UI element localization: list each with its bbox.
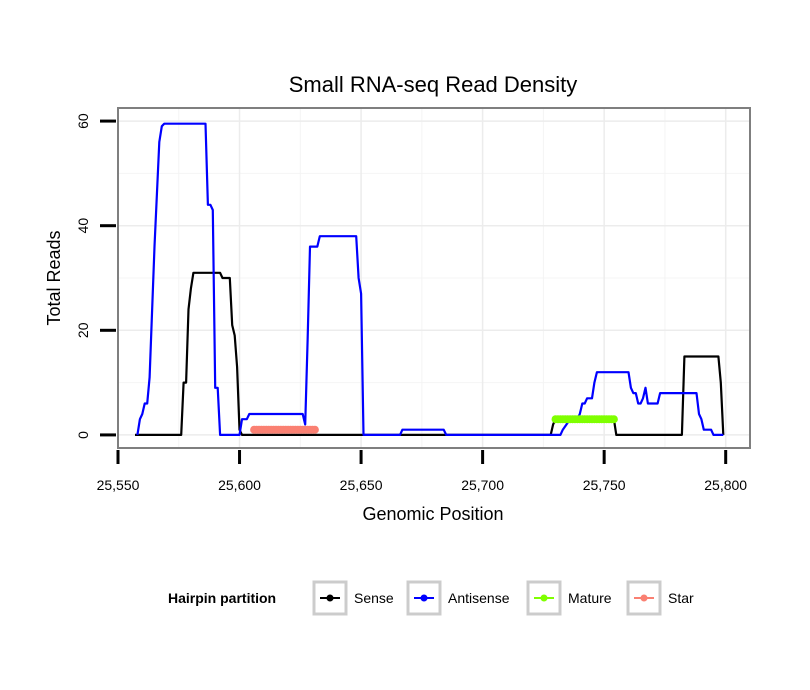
legend-label-sense: Sense bbox=[354, 590, 394, 606]
legend: Hairpin partition Sense Antisense Mature St… bbox=[168, 580, 694, 616]
x-tick-label: 25,800 bbox=[704, 477, 747, 493]
legend-key-antisense-dot bbox=[420, 594, 428, 602]
legend-key-star-dot bbox=[640, 594, 648, 602]
x-tick-label: 25,700 bbox=[461, 477, 504, 493]
x-tick-label: 25,600 bbox=[218, 477, 261, 493]
y-axis: 0 20 40 60 bbox=[75, 113, 116, 439]
plot-panel bbox=[117, 107, 751, 449]
y-tick-label: 0 bbox=[75, 431, 91, 439]
x-axis-title: Genomic Position bbox=[362, 504, 503, 524]
y-tick-label: 40 bbox=[75, 218, 91, 234]
chart-title: Small RNA-seq Read Density bbox=[289, 72, 578, 97]
grid bbox=[117, 108, 750, 448]
legend-label-antisense: Antisense bbox=[448, 590, 510, 606]
legend-label-star: Star bbox=[668, 590, 694, 606]
legend-title: Hairpin partition bbox=[168, 590, 276, 606]
y-tick-label: 60 bbox=[75, 113, 91, 129]
y-tick-label: 20 bbox=[75, 322, 91, 338]
series-antisense-line bbox=[136, 122, 724, 436]
legend-label-mature: Mature bbox=[568, 590, 612, 606]
legend-key-mature-dot bbox=[540, 594, 548, 602]
series-mature-point bbox=[609, 415, 618, 424]
series-star-point bbox=[310, 425, 319, 434]
series-layer bbox=[135, 122, 725, 436]
x-axis: 25,550 25,600 25,650 25,700 25,750 25,800 bbox=[97, 450, 747, 493]
x-tick-label: 25,550 bbox=[97, 477, 140, 493]
x-tick-label: 25,650 bbox=[340, 477, 383, 493]
x-tick-label: 25,750 bbox=[583, 477, 626, 493]
series-sense-line bbox=[135, 271, 725, 436]
legend-key-sense-dot bbox=[326, 594, 334, 602]
y-axis-title: Total Reads bbox=[44, 230, 64, 325]
